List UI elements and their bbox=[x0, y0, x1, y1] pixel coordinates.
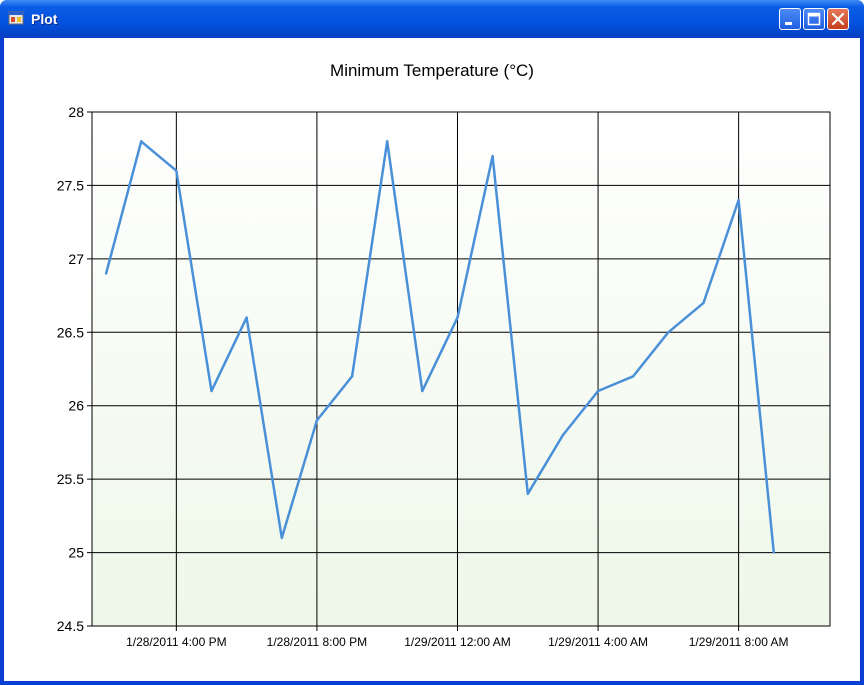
data-point bbox=[526, 492, 529, 496]
chart-title: Minimum Temperature (°C) bbox=[330, 61, 534, 80]
maximize-button[interactable] bbox=[803, 8, 825, 30]
data-point bbox=[702, 301, 705, 305]
x-tick-label: 1/29/2011 4:00 AM bbox=[548, 635, 648, 649]
series-line bbox=[104, 140, 776, 553]
data-point bbox=[140, 140, 143, 143]
y-tick-label: 27 bbox=[68, 251, 84, 267]
data-point bbox=[737, 198, 740, 202]
title-bar[interactable]: Plot bbox=[0, 0, 864, 38]
window-title: Plot bbox=[31, 11, 58, 27]
x-tick-label: 1/28/2011 4:00 PM bbox=[126, 635, 227, 649]
y-tick-label: 26.5 bbox=[57, 324, 84, 340]
maximize-icon bbox=[807, 12, 821, 26]
data-point bbox=[386, 140, 389, 143]
data-point bbox=[596, 389, 600, 393]
data-point bbox=[280, 536, 283, 540]
app-window-icon bbox=[8, 11, 24, 25]
data-point bbox=[210, 389, 213, 393]
temperature-chart: Minimum Temperature (°C) 24.5 25 25.5 26 26.… bbox=[57, 61, 831, 649]
close-button[interactable] bbox=[827, 8, 849, 30]
data-point bbox=[667, 331, 670, 334]
data-point bbox=[175, 169, 178, 172]
data-point bbox=[245, 316, 248, 319]
y-tick-label: 25 bbox=[68, 545, 84, 561]
plot-background bbox=[92, 112, 830, 626]
y-tick-label: 28 bbox=[68, 104, 84, 120]
data-point bbox=[632, 375, 635, 378]
chart-area: Minimum Temperature (°C) 24.5 25 25.5 26 26.… bbox=[4, 38, 860, 681]
y-tick-label: 26 bbox=[68, 398, 84, 414]
plot-frame bbox=[91, 111, 831, 627]
y-tick-label: 25.5 bbox=[57, 471, 84, 487]
minimize-button[interactable] bbox=[779, 8, 801, 30]
minimize-icon bbox=[785, 22, 792, 25]
x-tick-label: 1/28/2011 8:00 PM bbox=[267, 635, 368, 649]
data-point bbox=[456, 316, 459, 319]
data-point bbox=[491, 154, 494, 158]
data-point bbox=[315, 419, 319, 422]
x-tick-label: 1/29/2011 12:00 AM bbox=[404, 635, 511, 649]
close-icon bbox=[831, 12, 845, 26]
data-point bbox=[104, 272, 108, 275]
x-tick-label: 1/29/2011 8:00 AM bbox=[689, 635, 789, 649]
data-point bbox=[350, 375, 354, 378]
y-tick-label: 24.5 bbox=[57, 618, 84, 634]
data-point bbox=[772, 551, 775, 554]
y-tick-label: 27.5 bbox=[57, 177, 84, 193]
data-point bbox=[421, 389, 424, 393]
data-point bbox=[561, 433, 565, 437]
